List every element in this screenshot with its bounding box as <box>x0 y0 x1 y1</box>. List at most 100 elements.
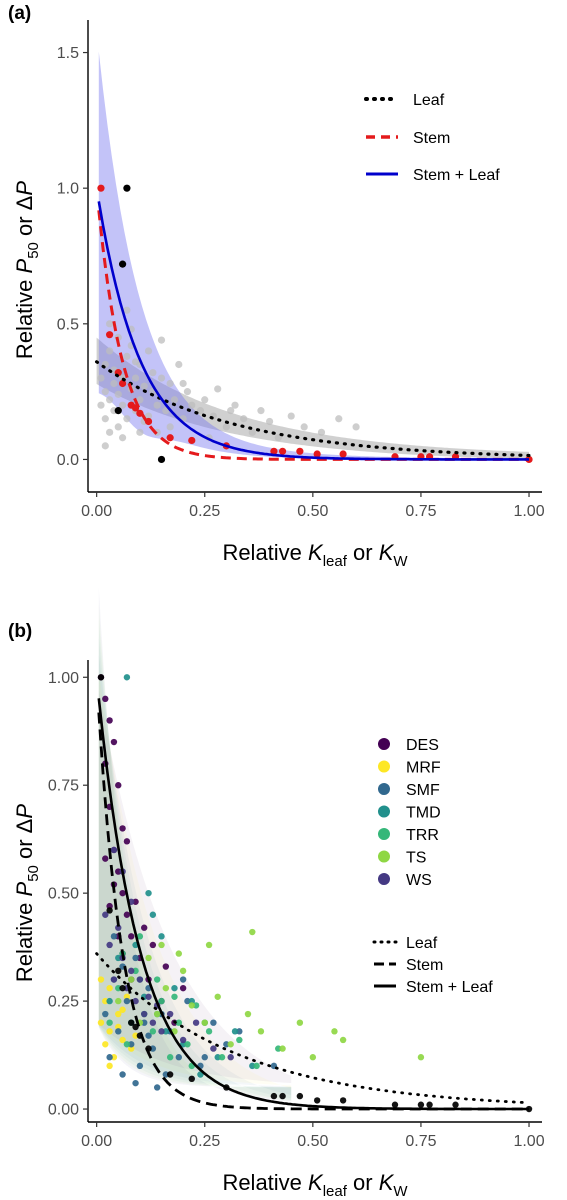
trr-point <box>205 1028 213 1035</box>
stem-point <box>270 447 278 455</box>
panel-b-line-legend: Leaf Stem Stem + Leaf <box>372 935 493 996</box>
smf-point <box>119 1071 126 1078</box>
leaf-point <box>222 423 230 431</box>
tmd-point <box>231 1028 239 1035</box>
leaf-point <box>287 412 295 420</box>
panel-a-y-axis-title: Relative P50 or ΔP <box>12 181 42 359</box>
stem-point <box>278 447 287 455</box>
panel-a-x-tick-label: 0.25 <box>189 503 220 520</box>
leaf-point <box>196 407 205 415</box>
leaf-point <box>175 360 183 369</box>
ws-point <box>102 911 109 918</box>
ts-point <box>145 954 152 962</box>
stem-point <box>166 1071 174 1078</box>
legend-b-stem-label: Stem <box>406 957 443 974</box>
stem-leaf-fit-line <box>97 201 529 461</box>
mrf-point <box>119 1006 126 1013</box>
leaf-point <box>114 423 122 431</box>
leaf-point <box>266 417 274 426</box>
leaf-point <box>140 382 148 390</box>
smf-point <box>106 1054 113 1061</box>
panel-a-x-tick-label: 0.75 <box>405 503 436 520</box>
ts-point <box>331 1028 338 1035</box>
stem-point <box>525 1105 533 1113</box>
ts-point <box>417 1054 425 1061</box>
stem-point <box>270 1092 278 1100</box>
biome-confidence-band <box>98 654 292 1095</box>
stem-point <box>313 1097 321 1104</box>
ts-point <box>175 950 182 957</box>
leaf-point <box>300 423 308 431</box>
ts-point <box>158 941 165 949</box>
des-point <box>102 695 109 703</box>
des-point <box>102 855 109 862</box>
legend-tmd-label: TMD <box>406 805 441 822</box>
panel-b-y-tick-label: 0.00 <box>48 1102 79 1119</box>
leaf-point <box>123 415 131 423</box>
legend-ts-swatch <box>378 850 390 863</box>
ts-point <box>227 1041 234 1048</box>
panel-a-ticks: 0.00 0.25 0.50 0.75 1.00 0.0 0.5 1.0 1.5 <box>57 45 545 520</box>
ts-point <box>201 1019 208 1026</box>
trr-point <box>158 997 165 1005</box>
panel-b-axes <box>87 660 542 1123</box>
des-point <box>119 889 126 897</box>
stem-point <box>296 1092 304 1100</box>
leaf-point <box>166 423 174 431</box>
ts-point <box>309 1054 317 1061</box>
ws-point <box>158 1028 165 1035</box>
stem-point <box>417 1101 425 1108</box>
stem-point <box>188 1075 195 1083</box>
ws-point <box>132 997 139 1005</box>
tmd-point <box>171 984 178 992</box>
tmd-point <box>106 997 113 1005</box>
leaf-point <box>106 347 114 355</box>
mrf-point <box>106 1062 113 1070</box>
panel-a: (a) 0.00 0.25 0.50 0.75 1.00 0.0 0.5 1.0 1.5 Rel… <box>8 3 545 570</box>
panel-a-y-tick-label: 0.0 <box>57 452 79 469</box>
ws-point <box>192 1019 200 1026</box>
leaf-point <box>131 374 140 382</box>
smf-point <box>153 1084 161 1091</box>
ws-point <box>110 846 118 854</box>
leaf-point <box>201 396 209 404</box>
stem-point <box>115 967 122 975</box>
leaf-fit-line <box>95 360 531 458</box>
leaf-point <box>153 401 161 409</box>
trr-point <box>106 1019 113 1026</box>
panel-b-y-tick-label: 1.00 <box>48 670 79 687</box>
des-point <box>128 933 135 940</box>
leaf-point <box>149 369 157 377</box>
trr-point <box>175 1019 182 1026</box>
leaf-point <box>352 423 360 431</box>
panel-b-x-tick-label: 0.75 <box>405 1133 436 1150</box>
leaf-point <box>123 352 131 360</box>
panel-b-x-tick-label: 0.50 <box>297 1133 328 1150</box>
stem-point <box>426 1101 433 1108</box>
leaf-point <box>118 401 127 409</box>
panel-b-fit-lines <box>95 698 531 1111</box>
smf-point <box>110 933 118 940</box>
leaf-point <box>144 412 153 420</box>
ws-point <box>136 976 144 983</box>
legend-b-leaf-label: Leaf <box>406 935 438 952</box>
tmd-point <box>123 674 131 681</box>
panel-a-axes <box>87 20 542 493</box>
leaf-point <box>144 347 153 355</box>
ws-point <box>149 1019 157 1026</box>
leaf-point <box>114 390 122 398</box>
trr-point <box>184 1041 191 1048</box>
leaf-point <box>227 407 235 415</box>
stem-point <box>119 984 126 992</box>
leaf-point <box>101 415 109 423</box>
leaf-point <box>257 407 265 415</box>
ts-point <box>339 1036 347 1044</box>
legend-ws-swatch <box>378 873 390 885</box>
legend-smf-label: SMF <box>406 782 440 799</box>
legend-smf-swatch <box>378 783 390 795</box>
mrf-point <box>102 1041 109 1048</box>
ts-point <box>279 1045 286 1052</box>
stem-point <box>452 1101 459 1108</box>
ws-point <box>110 976 118 983</box>
leaf-point <box>106 428 114 436</box>
